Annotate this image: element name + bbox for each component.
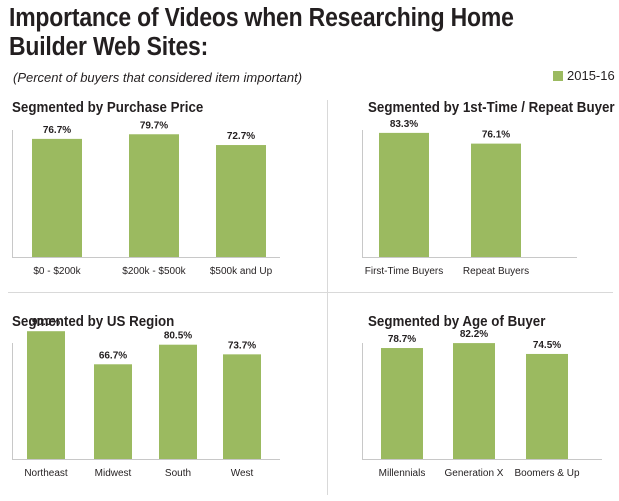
data-label-first-time-buyers: 83.3% <box>390 119 418 130</box>
chart-us-region: 90.0% Northeast 66.7% Midwest 80.5% South 73.7… <box>12 317 280 479</box>
category-label-west: West <box>231 468 254 479</box>
bar-millennials <box>381 348 423 459</box>
data-label-repeat-buyers: 76.1% <box>482 130 510 141</box>
chart-age-of-buyer: 78.7% Millennials 82.2% Generation X 74.5% Bo… <box>362 329 602 479</box>
bar-200k-500k <box>129 134 179 257</box>
data-label-northeast: 90.0% <box>32 317 60 328</box>
data-label-500k-and-up: 72.7% <box>227 131 255 142</box>
panel-title-age-of-buyer: Segmented by Age of Buyer <box>368 314 546 330</box>
panel-title-purchase-price: Segmented by Purchase Price <box>12 100 204 116</box>
panel-title-us-region: Segmented by US Region <box>12 314 175 330</box>
category-label-northeast: Northeast <box>24 468 68 479</box>
data-label-200k-500k: 79.7% <box>140 120 168 131</box>
bar-generation-x <box>453 343 495 459</box>
category-label-200k-500k: $200k - $500k <box>122 266 186 277</box>
category-label-midwest: Midwest <box>95 468 132 479</box>
bar-500k-and-up <box>216 145 266 257</box>
bar-0-200k <box>32 138 82 257</box>
bar-first-time-buyers <box>379 132 429 257</box>
data-label-0-200k: 76.7% <box>43 125 71 136</box>
category-label-500k-and-up: $500k and Up <box>210 266 273 277</box>
bar-northeast <box>27 331 65 459</box>
data-label-generation-x: 82.2% <box>460 329 488 340</box>
category-label-first-time-buyers: First-Time Buyers <box>365 266 444 277</box>
chart-title: Importance of Videos when Researching Ho… <box>9 4 514 61</box>
category-label-millennials: Millennials <box>379 468 426 479</box>
category-label-boomers-up: Boomers & Up <box>514 468 579 479</box>
category-label-generation-x: Generation X <box>445 468 504 479</box>
chart-purchase-price: 76.7% $0 - $200k 79.7% $200k - $500k 72.7% $5… <box>12 120 280 277</box>
data-label-boomers-up: 74.5% <box>533 340 561 351</box>
data-label-midwest: 66.7% <box>99 350 127 361</box>
chart-first-repeat-buyer: 83.3% First-Time Buyers 76.1% Repeat Buyers <box>362 119 577 277</box>
bar-south <box>159 344 197 459</box>
data-label-west: 73.7% <box>228 340 256 351</box>
category-label-repeat-buyers: Repeat Buyers <box>463 266 529 277</box>
category-label-south: South <box>165 468 191 479</box>
category-label-0-200k: $0 - $200k <box>33 266 81 277</box>
panel-divider-horizontal <box>8 292 613 293</box>
panel-title-first-repeat-buyer: Segmented by 1st-Time / Repeat Buyer <box>368 100 615 116</box>
legend-swatch <box>553 70 563 81</box>
data-label-south: 80.5% <box>164 331 192 342</box>
legend: 2015-16 <box>553 68 615 83</box>
bar-midwest <box>94 364 132 459</box>
chart-subtitle: (Percent of buyers that considered item … <box>13 70 303 85</box>
panel-divider-vertical <box>327 100 328 495</box>
data-label-millennials: 78.7% <box>388 334 416 345</box>
legend-label: 2015-16 <box>567 68 615 83</box>
bar-repeat-buyers <box>471 143 521 257</box>
bar-boomers-up <box>526 353 568 459</box>
bar-west <box>223 354 261 459</box>
